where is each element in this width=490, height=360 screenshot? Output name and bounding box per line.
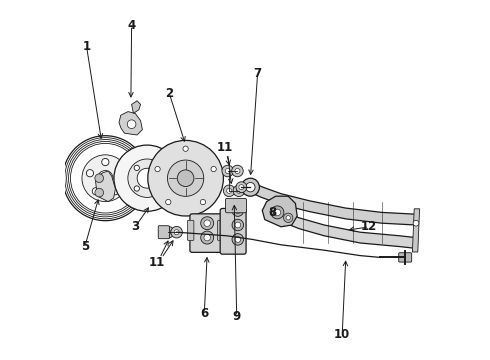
Circle shape — [201, 217, 214, 230]
Circle shape — [137, 168, 157, 188]
Text: 10: 10 — [334, 328, 350, 341]
Circle shape — [183, 146, 188, 151]
FancyBboxPatch shape — [187, 220, 194, 240]
FancyBboxPatch shape — [225, 198, 246, 213]
Polygon shape — [413, 209, 419, 252]
Circle shape — [274, 209, 281, 216]
Circle shape — [232, 219, 244, 231]
Circle shape — [155, 166, 160, 172]
Circle shape — [235, 222, 241, 228]
Text: 1: 1 — [82, 40, 91, 53]
Polygon shape — [269, 202, 416, 248]
Circle shape — [235, 208, 241, 213]
Circle shape — [245, 183, 255, 192]
Circle shape — [168, 160, 204, 196]
Text: 12: 12 — [361, 220, 377, 233]
Text: 6: 6 — [200, 307, 208, 320]
Circle shape — [227, 188, 232, 193]
Circle shape — [166, 230, 171, 235]
Circle shape — [413, 220, 419, 226]
Circle shape — [236, 188, 242, 193]
Circle shape — [127, 120, 136, 129]
Text: 3: 3 — [131, 220, 139, 233]
Circle shape — [86, 170, 94, 177]
Circle shape — [134, 165, 140, 171]
Circle shape — [95, 174, 103, 183]
FancyBboxPatch shape — [399, 253, 412, 262]
Polygon shape — [132, 101, 141, 113]
Circle shape — [211, 166, 216, 172]
Circle shape — [204, 220, 210, 226]
Polygon shape — [119, 112, 143, 135]
Circle shape — [232, 165, 243, 177]
Circle shape — [242, 178, 259, 196]
FancyBboxPatch shape — [218, 220, 224, 240]
Text: 5: 5 — [81, 240, 89, 253]
Circle shape — [225, 168, 230, 174]
Polygon shape — [248, 182, 416, 225]
Circle shape — [102, 158, 109, 166]
Text: 11: 11 — [149, 256, 165, 269]
Circle shape — [232, 205, 244, 216]
Text: 11: 11 — [217, 141, 233, 154]
FancyBboxPatch shape — [158, 226, 170, 239]
Text: 7: 7 — [253, 67, 262, 80]
Circle shape — [114, 145, 180, 211]
FancyBboxPatch shape — [190, 214, 224, 252]
Circle shape — [284, 213, 293, 222]
Circle shape — [233, 185, 245, 197]
Circle shape — [223, 185, 235, 197]
Circle shape — [155, 186, 160, 191]
Circle shape — [204, 234, 210, 241]
Circle shape — [239, 185, 244, 190]
Circle shape — [201, 231, 214, 244]
Circle shape — [235, 237, 241, 242]
Circle shape — [286, 216, 291, 220]
Circle shape — [98, 171, 113, 186]
Circle shape — [95, 188, 103, 197]
Text: 2: 2 — [165, 87, 173, 100]
Circle shape — [117, 170, 124, 177]
Text: 4: 4 — [127, 19, 136, 32]
Circle shape — [174, 230, 179, 235]
Polygon shape — [262, 196, 297, 227]
Circle shape — [166, 199, 171, 205]
Circle shape — [155, 165, 160, 171]
FancyBboxPatch shape — [220, 208, 246, 254]
Text: 8: 8 — [269, 206, 277, 219]
Circle shape — [236, 182, 247, 193]
Text: 9: 9 — [233, 310, 241, 323]
Circle shape — [271, 206, 284, 219]
Circle shape — [128, 159, 166, 197]
Circle shape — [148, 140, 223, 216]
Circle shape — [134, 186, 140, 191]
Circle shape — [171, 226, 182, 238]
Circle shape — [235, 168, 240, 174]
Circle shape — [200, 199, 206, 205]
Circle shape — [177, 170, 194, 186]
Circle shape — [163, 226, 174, 238]
Polygon shape — [96, 171, 116, 202]
Circle shape — [232, 234, 244, 245]
Circle shape — [82, 155, 129, 202]
Circle shape — [222, 165, 233, 177]
Circle shape — [92, 188, 99, 195]
Circle shape — [111, 188, 119, 195]
